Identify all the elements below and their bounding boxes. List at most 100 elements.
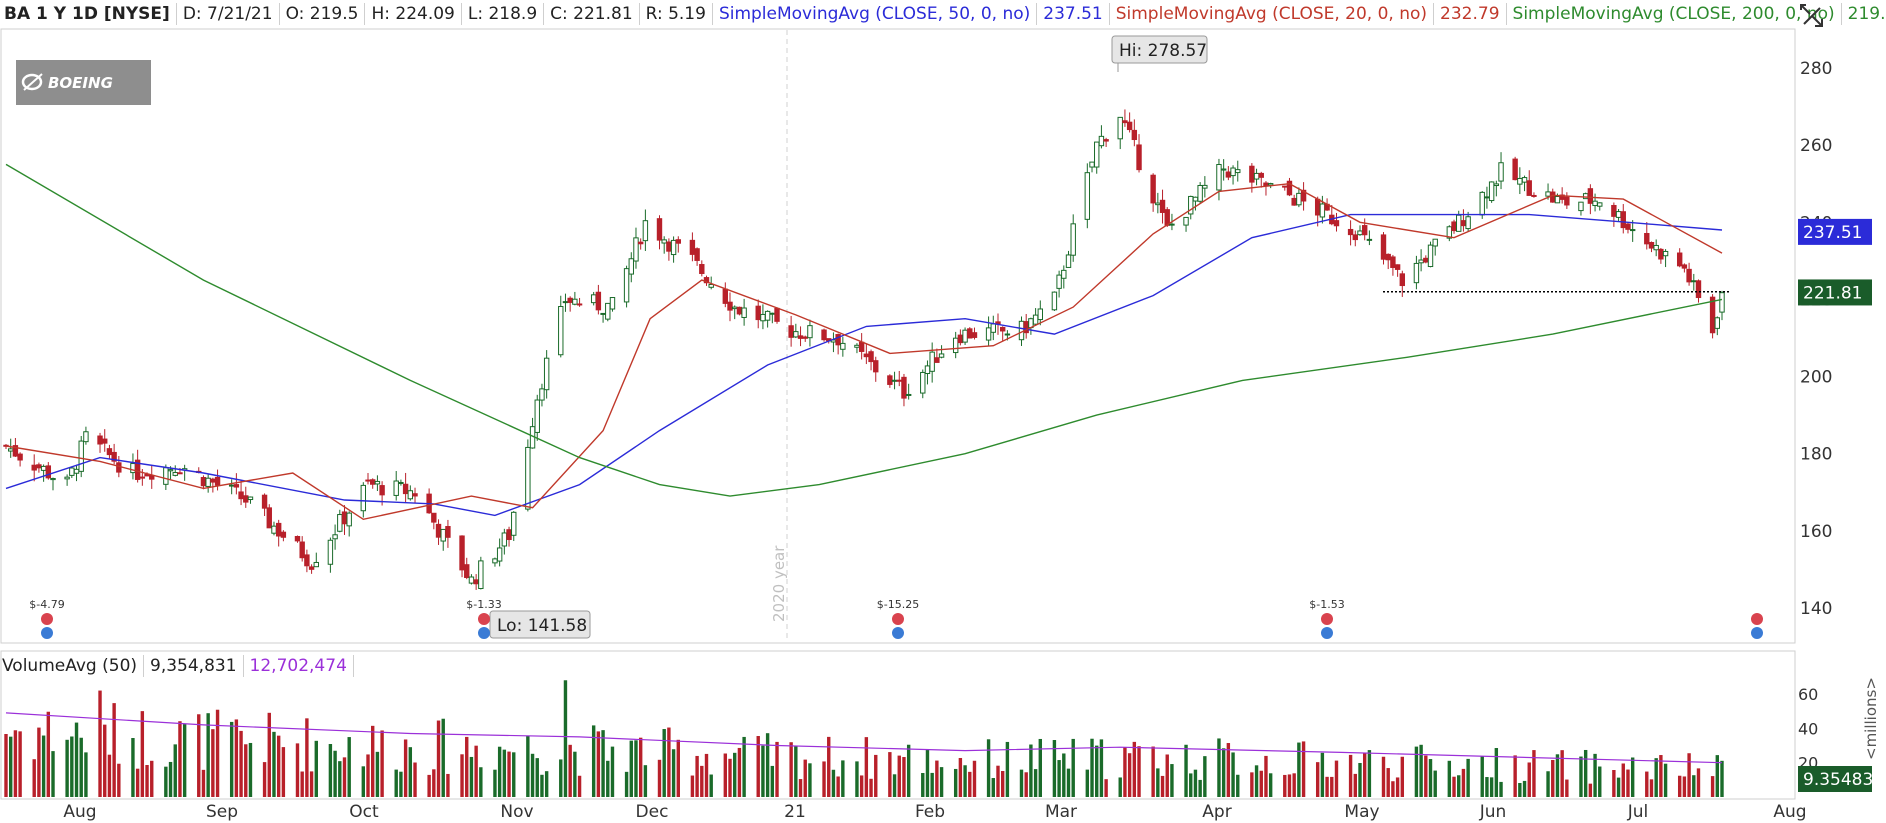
volume-bar [1588,783,1593,797]
volume-bar [13,730,18,797]
time-tick-label: Feb [915,802,945,822]
volume-bar [606,760,610,797]
volume-bar [1221,748,1226,797]
volume-bar [1151,746,1155,797]
sma200-study-value: 219.77 [1847,4,1886,24]
dividend-icon [478,627,490,639]
candle-body [887,375,893,385]
candle-body [402,483,409,495]
volume-bar [1654,758,1658,797]
volume-bar [1489,777,1494,797]
volume-bar [1616,777,1621,797]
time-tick-label: Dec [636,802,669,822]
time-tick-label: May [1344,802,1379,822]
header-divider [278,3,280,25]
candle-body [1216,164,1222,191]
candle-body [478,560,484,590]
candle-body [572,298,578,305]
sma20-study-label[interactable]: SimpleMovingAvg (CLOSE, 20, 0, no) [1115,4,1428,24]
header-divider [1433,3,1435,25]
header-divider [364,3,366,25]
candle-body [1554,196,1561,204]
candle-body [1578,201,1584,212]
candle-body [1117,116,1123,140]
candle-body [1188,195,1194,215]
header-divider [143,654,145,677]
candle-body [45,465,52,479]
sma200-study-label[interactable]: SimpleMovingAvg (CLOSE, 200, 0, no) [1512,4,1835,24]
candle-body [280,531,287,538]
volume-bar [1649,779,1654,797]
volume-bar [347,737,351,797]
volume-bar [79,737,83,797]
volume-study-label[interactable]: VolumeAvg (50) [2,655,138,676]
candle-body [1155,202,1161,206]
candle-body [1451,221,1457,232]
volume-bar [65,739,69,797]
volume-bar [1193,769,1198,797]
volume-bar [1268,773,1273,797]
candle-body [1065,254,1072,268]
sma50-price-tag-text: 237.51 [1803,223,1862,243]
volume-bar [1527,762,1531,797]
candle-body [774,307,780,322]
volume-bar [869,778,873,797]
candle-body [1296,192,1302,206]
sma50-study-label[interactable]: SimpleMovingAvg (CLOSE, 50, 0, no) [718,4,1031,24]
candle-body [562,301,569,304]
candle-body [261,494,268,509]
candle-body [760,313,766,322]
volume-bar [1593,753,1597,797]
candle-body [1094,141,1100,168]
candle-body [464,564,470,578]
volume-bar [1184,744,1188,797]
high-readout: H: 224.09 [371,4,455,24]
candle-body [1314,198,1321,216]
price-tick-label: 280 [1800,59,1832,79]
volume-bar [371,725,375,797]
candle-body [172,472,178,476]
symbol-label[interactable]: BA 1 Y 1D [NYSE] [4,4,170,24]
volume-tag: 9.35483 [1798,766,1873,792]
high-annotation-box [1111,35,1208,64]
volume-bar [338,761,342,797]
candle-body [1004,333,1011,336]
volume-bar [1283,774,1287,797]
volume-bar [32,759,36,797]
candle-body [511,511,517,536]
price-tick-label: 160 [1800,522,1832,542]
candle-body [543,357,550,391]
volume-bar [465,736,469,797]
dividend-icon [1751,627,1763,639]
volume-bar [1381,756,1386,797]
volume-bar [342,757,347,797]
volume-bar [215,709,220,797]
volume-bar [493,769,497,797]
volume-bar [1659,755,1663,797]
candle-body [736,306,743,315]
volume-bar [281,747,286,797]
volume-bar [1677,775,1682,797]
candle-body [1366,238,1373,241]
candle-body [1103,139,1109,142]
volume-bar [1198,779,1202,797]
volume-bar [1334,760,1339,797]
volume-bar [1715,755,1719,797]
volume-bar [244,744,248,797]
header-divider [460,3,462,25]
volume-bar [234,719,239,797]
volume-bar [1583,749,1588,797]
candle-body [106,448,113,456]
candle-body [999,326,1006,332]
candle-body [1037,308,1044,321]
header-divider [352,654,354,677]
candle-body [934,357,940,363]
candle-body [1061,269,1067,279]
candle-body [1531,194,1537,197]
drawing-tools-icon[interactable] [1798,2,1828,28]
dividend-icon [41,627,53,639]
candle-body [967,328,973,339]
candle-body [1282,185,1288,188]
time-tick-label: Mar [1045,802,1077,822]
